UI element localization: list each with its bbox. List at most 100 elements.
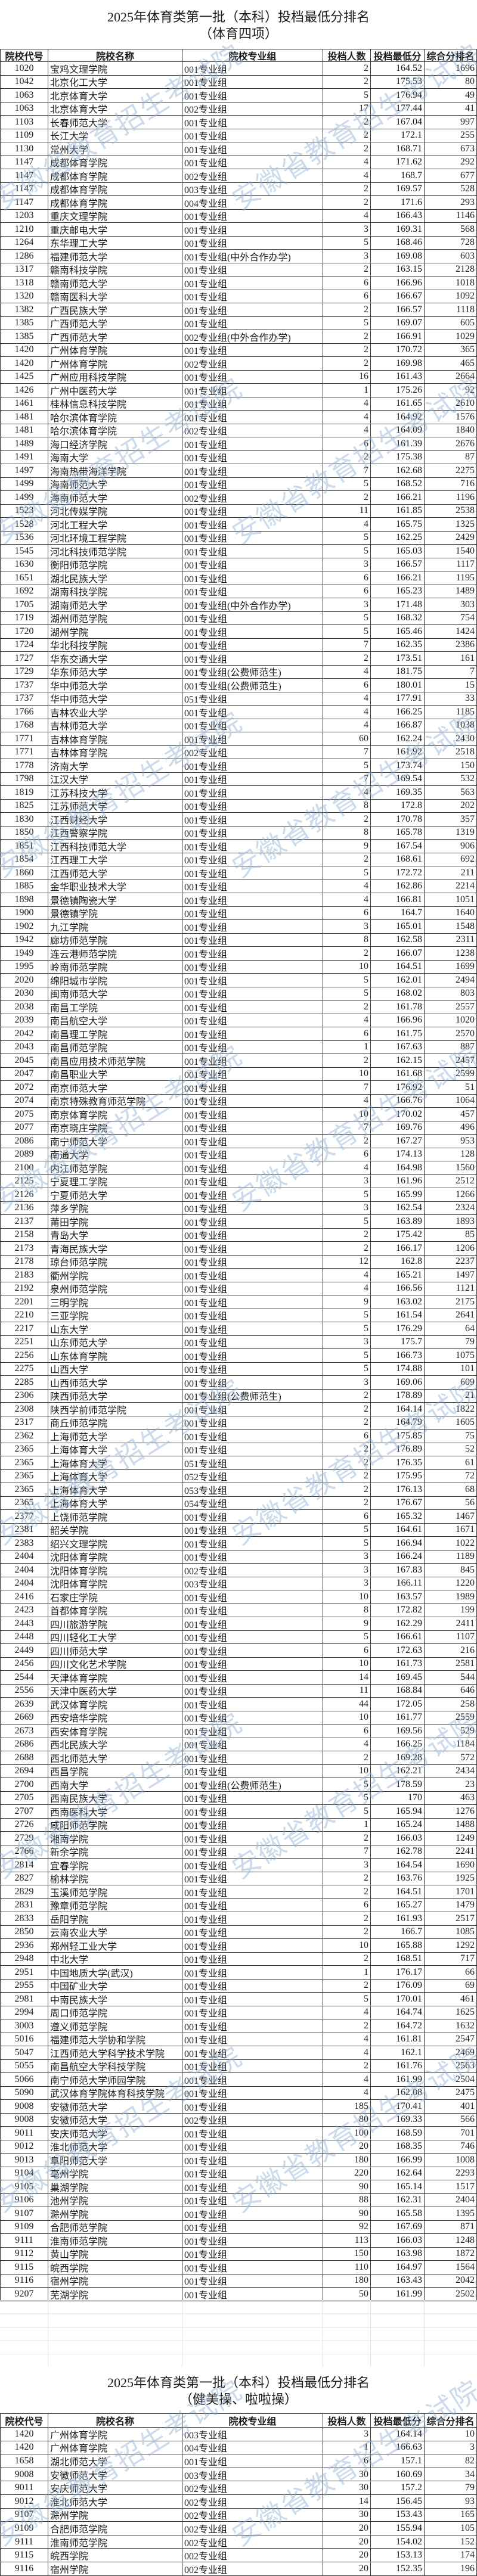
cell-rank: 2293: [424, 2167, 477, 2180]
cell-rank: 23: [424, 1778, 477, 1791]
cell-major-group: 001专业组: [182, 813, 323, 826]
cell-min-score: 176.17: [370, 1966, 424, 1979]
table-row: 1819 江苏科技大学 001专业组 4 169.35 563: [0, 786, 477, 800]
cell-major-group: 001专业组: [182, 276, 323, 290]
cell-school-name: 沈阳体育学院: [48, 1577, 182, 1590]
cell-rank: 2411: [424, 1617, 477, 1630]
cell-major-group: 001专业组: [182, 303, 323, 316]
cell-major-group: 001专业组: [182, 2140, 323, 2153]
cell-school-name: 吉林农业大学: [48, 706, 182, 719]
cell-admitted-count: 2: [323, 2019, 370, 2033]
table-row: 1130 常州大学 001专业组 2 168.71 673: [0, 142, 477, 156]
table-row: 1658 湖北师范大学 001专业组 6 157.1 82: [0, 2454, 477, 2468]
cell-admitted-count: 5: [323, 236, 370, 249]
cell-major-group: 001专业组: [182, 75, 323, 88]
cell-school-name: 南昌工学院: [48, 1000, 182, 1014]
cell-major-group: 001专业组: [182, 1510, 323, 1523]
cell-school-code: 1385: [0, 330, 48, 343]
table-row: 1651 湖北民族大学 001专业组 6 166.21 1195: [0, 571, 477, 585]
cell-admitted-count: 2: [323, 1403, 370, 1416]
cell-school-name: 西安体育学院: [48, 1724, 182, 1738]
cell-major-group: 002专业组: [182, 2549, 323, 2562]
cell-major-group: 001专业组: [182, 343, 323, 356]
cell-rank: 1008: [424, 2154, 477, 2167]
cell-admitted-count: 4: [323, 2006, 370, 2019]
table-row: 1264 东华理工大学 001专业组 5 168.46 728: [0, 236, 477, 250]
cell-school-name: 玉溪师范学院: [48, 1885, 182, 1898]
cell-min-score: 162.68: [370, 464, 424, 477]
cell-major-group: 002专业组: [182, 2481, 323, 2494]
table-row: 9116 宿州学院 001专业组 180 163.43 2042: [0, 2274, 477, 2288]
cell-school-name: 江西理工大学: [48, 853, 182, 866]
cell-major-group: 001专业组: [182, 223, 323, 236]
cell-rank: 1489: [424, 585, 477, 598]
cell-admitted-count: 6: [323, 906, 370, 919]
cell-rank: 673: [424, 142, 477, 156]
cell-min-score: 162.86: [370, 880, 424, 893]
cell-min-score: 156.45: [370, 2494, 424, 2508]
cell-min-score: 175.38: [370, 450, 424, 464]
cell-major-group: 002专业组: [182, 491, 323, 504]
cell-school-name: 泉州师范学院: [48, 1282, 182, 1295]
cell-school-name: 华北科技学院: [48, 638, 182, 651]
cell-school-name: 江西警察学院: [48, 826, 182, 839]
table-row: 1630 衡阳师范学院 001专业组 3 166.57 1117: [0, 558, 477, 571]
cell-school-code: 2077: [0, 1121, 48, 1134]
cell-rank: 1548: [424, 920, 477, 933]
table-row: 1898 景德镇陶瓷大学 001专业组 4 166.81 1051: [0, 893, 477, 907]
cell-school-code: 2766: [0, 1845, 48, 1858]
cell-major-group: 001专业组: [182, 1081, 323, 1094]
cell-admitted-count: 2: [323, 303, 370, 316]
cell-school-code: 9116: [0, 2274, 48, 2287]
table-row: 1203 重庆文理学院 001专业组 4 166.43 1146: [0, 209, 477, 223]
table-row: 2020 绵阳城市学院 001专业组 5 162.01 2494: [0, 974, 477, 987]
cell-school-name: 广西民族大学: [48, 303, 182, 316]
table-row: 2038 南昌工学院 001专业组 2 161.78 2557: [0, 1000, 477, 1014]
cell-school-code: 1949: [0, 947, 48, 960]
cell-school-code: 2700: [0, 1778, 48, 1791]
cell-school-name: 巢湖学院: [48, 2180, 182, 2193]
cell-min-score: 161.78: [370, 1000, 424, 1014]
cell-admitted-count: 20: [323, 2562, 370, 2575]
cell-min-score: 168.59: [370, 2127, 424, 2140]
cell-school-name: 首都体育学院: [48, 1604, 182, 1617]
table-row: 2136 萍乡学院 001专业组 3 162.54 2324: [0, 1201, 477, 1215]
cell-min-score: 165.14: [370, 2180, 424, 2193]
cell-school-name: 北京化工大学: [48, 75, 182, 88]
table-row: 2039 南昌航空大学 001专业组 4 166.96 1020: [0, 1014, 477, 1027]
cell-admitted-count: 8: [323, 933, 370, 946]
cell-admitted-count: 2: [323, 1832, 370, 1845]
cell-major-group: 002专业组: [182, 169, 323, 182]
cell-rank: 717: [424, 1952, 477, 1965]
cell-major-group: 001专业组: [182, 1335, 323, 1348]
cell-min-score: 162.35: [370, 638, 424, 651]
cell-school-name: 湖北民族大学: [48, 571, 182, 585]
table-row: 2183 衢州学院 001专业组 4 165.21 1497: [0, 1269, 477, 1282]
cell-major-group: 001专业组: [182, 316, 323, 330]
cell-rank: 82: [424, 2454, 477, 2468]
cell-admitted-count: 11: [323, 504, 370, 517]
cell-school-name: 上海体育大学: [48, 1496, 182, 1509]
cell-major-group: 001专业组: [182, 1121, 323, 1134]
table2-aerobics-cheerleading: 院校代号 院校名称 院校专业组 投档人数 投档最低分 综合分排名 1420 广州体育学院 003…: [0, 2413, 477, 2576]
cell-major-group: 052专业组: [182, 1469, 323, 1483]
cell-major-group: 001专业组: [182, 89, 323, 102]
cell-school-code: 1771: [0, 745, 48, 759]
cell-major-group: 001专业组: [182, 504, 323, 517]
cell-major-group: 001专业组: [182, 1751, 323, 1764]
cell-school-code: 2381: [0, 1523, 48, 1536]
cell-min-score: 166.96: [370, 1014, 424, 1027]
cell-min-score: 169.07: [370, 316, 424, 330]
cell-school-name: 闽南师范大学: [48, 987, 182, 1000]
cell-rank: 174: [424, 2549, 477, 2562]
cell-min-score: 170.02: [370, 1108, 424, 1121]
cell-rank: 2457: [424, 1054, 477, 1067]
cell-school-name: 陕西学前师范学院: [48, 1403, 182, 1416]
cell-school-name: 岭南师范学院: [48, 960, 182, 973]
table-row: 1420 广州体育学院 001专业组 2 170.72 365: [0, 343, 477, 357]
cell-school-name: 广西师范大学: [48, 330, 182, 343]
cell-school-code: 1499: [0, 477, 48, 490]
cell-admitted-count: 5: [323, 1309, 370, 1322]
cell-major-group: 001专业组: [182, 1430, 323, 1443]
table-row: 2448 四川轻化工大学 001专业组 5 166.61 1107: [0, 1630, 477, 1644]
